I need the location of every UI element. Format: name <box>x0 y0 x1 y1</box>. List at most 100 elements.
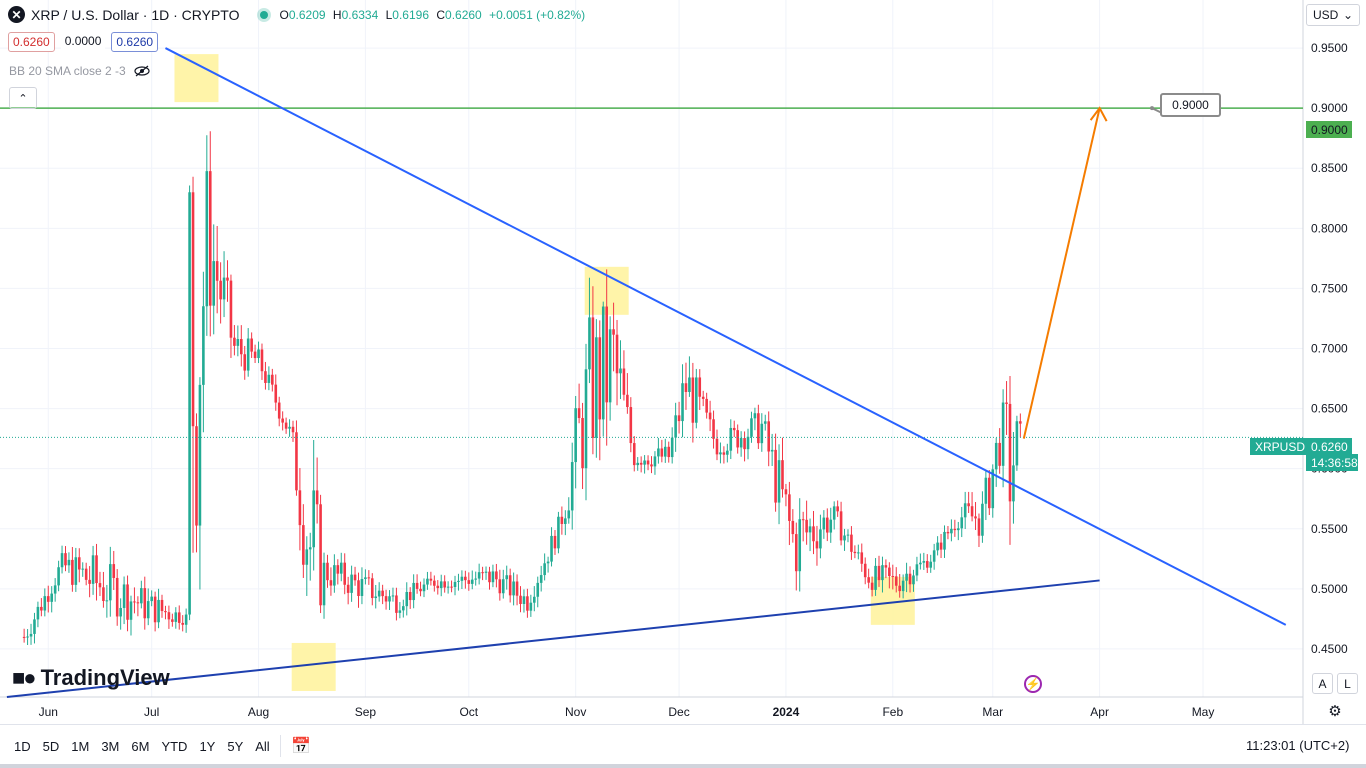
candle-body <box>133 601 136 603</box>
candle-body <box>412 582 415 601</box>
level-price-tag: 0.9000 <box>1306 121 1352 138</box>
log-scale-button[interactable]: L <box>1337 673 1358 694</box>
candle-body <box>219 280 222 300</box>
candle-body <box>1005 402 1008 404</box>
candle-body <box>443 581 446 588</box>
candle-body <box>377 590 381 597</box>
candle-body <box>195 426 198 526</box>
candle-body <box>260 349 264 372</box>
candle-body <box>595 337 598 438</box>
candle-body <box>943 531 946 550</box>
ask-box[interactable]: 0.6260 <box>111 32 159 52</box>
xrp-logo-icon: ✕ <box>8 6 25 23</box>
goto-date-calendar-icon[interactable]: 📅 <box>291 738 311 755</box>
candle-body <box>501 579 505 594</box>
candle-body <box>564 518 567 524</box>
candle-body <box>550 535 553 562</box>
candle-body <box>743 438 746 450</box>
price-callout[interactable]: 0.9000 <box>1160 93 1221 117</box>
candle-body <box>346 584 350 593</box>
candle-body <box>264 371 267 383</box>
candle-body <box>608 329 612 403</box>
candle-body <box>726 450 729 455</box>
candle-body <box>74 557 78 585</box>
event-bolt-icon[interactable]: ⚡ <box>1024 675 1042 693</box>
candle-body <box>784 489 788 495</box>
spread-box: 0.0000 <box>60 32 106 52</box>
candle-body <box>208 171 212 306</box>
collapse-legend-button[interactable]: ⌃ <box>9 87 37 109</box>
candle-body <box>77 557 81 570</box>
candle-body <box>626 394 629 408</box>
candle-body <box>753 413 757 419</box>
candle-body <box>233 337 236 346</box>
candle-body <box>29 633 33 637</box>
range-5y[interactable]: 5Y <box>227 739 244 754</box>
candle-body <box>429 578 433 581</box>
projection-arrow-head <box>1089 106 1108 122</box>
symbol-title[interactable]: XRP / U.S. Dollar · 1D · CRYPTO <box>31 6 240 23</box>
candle-body <box>905 573 908 581</box>
range-1y[interactable]: 1Y <box>199 739 216 754</box>
candle-body <box>184 614 188 625</box>
candle-body <box>601 306 605 420</box>
candle-body <box>398 610 402 613</box>
candle-body <box>715 438 719 455</box>
clock-timezone[interactable]: 11:23:01 (UTC+2) <box>1246 738 1350 753</box>
auto-scale-button[interactable]: A <box>1312 673 1333 694</box>
candle-body <box>857 552 860 554</box>
candle-body <box>884 565 888 568</box>
x-tick-label: Aug <box>248 705 269 719</box>
candle-body <box>281 418 284 423</box>
tradingview-logo[interactable]: ■● TradingView <box>12 665 170 691</box>
range-3m[interactable]: 3M <box>101 739 120 754</box>
candle-body <box>870 582 874 590</box>
candle-body <box>922 561 926 563</box>
candle-body <box>467 580 471 584</box>
candle-body <box>91 555 95 584</box>
range-ytd[interactable]: YTD <box>161 739 188 754</box>
candle-body <box>688 377 691 393</box>
candle-body <box>877 565 881 581</box>
candle-body <box>470 579 474 584</box>
candle-body <box>860 552 864 564</box>
candle-body <box>405 591 409 607</box>
candle-body <box>574 408 577 463</box>
candle-body <box>760 423 764 444</box>
x-tick-label: May <box>1192 705 1215 719</box>
candle-body <box>815 541 819 549</box>
candle-body <box>360 579 364 596</box>
candle-body <box>177 612 181 623</box>
candle-body <box>422 584 426 592</box>
candle-body <box>40 606 43 611</box>
market-open-icon <box>259 10 268 19</box>
candle-body <box>888 567 891 577</box>
indicator-legend[interactable]: BB 20 SMA close 2 -3 <box>9 64 150 78</box>
range-1d[interactable]: 1D <box>14 739 31 754</box>
candle-body <box>453 581 457 588</box>
candle-body <box>543 563 546 576</box>
candle-body <box>333 565 336 586</box>
candle-body <box>936 542 939 551</box>
hidden-eye-icon[interactable] <box>134 65 150 77</box>
candle-body <box>853 551 857 554</box>
range-all[interactable]: All <box>255 739 270 754</box>
candle-body <box>684 383 688 393</box>
candle-body <box>560 516 564 524</box>
candle-body <box>557 516 560 549</box>
candle-body <box>919 562 922 565</box>
range-5d[interactable]: 5D <box>42 739 60 754</box>
candle-body <box>794 534 798 572</box>
range-6m[interactable]: 6M <box>131 739 150 754</box>
currency-selector[interactable]: USD ⌄ <box>1306 4 1360 26</box>
candle-body <box>167 612 171 620</box>
candle-body <box>829 519 833 533</box>
candle-body <box>705 398 708 413</box>
candle-body <box>781 460 784 490</box>
bid-box[interactable]: 0.6260 <box>8 32 55 52</box>
range-1m[interactable]: 1M <box>71 739 90 754</box>
settings-gear-icon[interactable]: ⚙ <box>1328 703 1342 720</box>
candle-body <box>460 576 464 581</box>
x-tick-label: Jun <box>39 705 58 719</box>
